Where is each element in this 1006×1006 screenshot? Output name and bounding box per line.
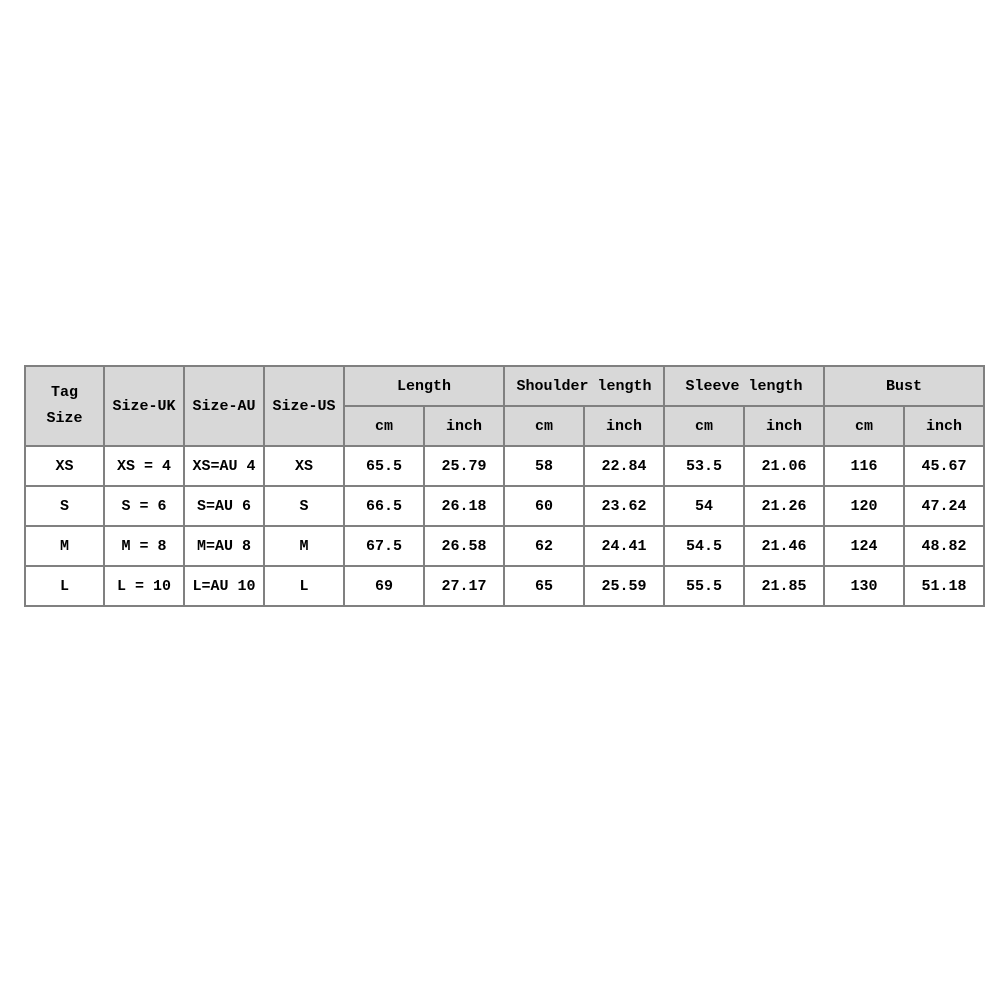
cell-size-au: S=AU 6: [183, 485, 265, 527]
size-chart-table: Tag Size Size-UK Size-AU Size-US Length …: [24, 365, 986, 607]
cell-length-inch: 26.18: [422, 485, 506, 527]
cell-tag-size: XS: [24, 445, 105, 487]
cell-size-au: XS=AU 4: [183, 445, 265, 487]
header-size-us: Size-US: [263, 365, 345, 447]
cell-bust-inch: 48.82: [903, 525, 986, 567]
cell-shoulder-length-cm: 62: [503, 525, 586, 567]
cell-size-us: S: [263, 485, 345, 527]
header-tag-size: Tag Size: [24, 365, 105, 447]
size-table-header: Tag Size Size-UK Size-AU Size-US Length …: [24, 365, 986, 447]
cell-sleeve-length-cm: 54: [663, 485, 746, 527]
cell-bust-inch: 47.24: [903, 485, 986, 527]
cell-size-uk: S = 6: [103, 485, 185, 527]
size-table-body: XS XS = 4 XS=AU 4 XS 65.5 25.79 58 22.84 53.5 21.…: [24, 445, 986, 607]
cell-bust-cm: 120: [823, 485, 906, 527]
cell-bust-inch: 51.18: [903, 565, 986, 607]
header-unit-shoulder-cm: cm: [503, 405, 586, 447]
header-unit-sleeve-cm: cm: [663, 405, 746, 447]
cell-shoulder-length-inch: 24.41: [583, 525, 666, 567]
header-unit-bust-cm: cm: [823, 405, 906, 447]
cell-sleeve-length-inch: 21.26: [743, 485, 826, 527]
cell-shoulder-length-inch: 22.84: [583, 445, 666, 487]
cell-shoulder-length-inch: 25.59: [583, 565, 666, 607]
cell-length-inch: 27.17: [422, 565, 506, 607]
header-group-length: Length: [342, 365, 506, 407]
cell-sleeve-length-cm: 54.5: [663, 525, 746, 567]
cell-bust-cm: 124: [823, 525, 906, 567]
header-group-bust: Bust: [823, 365, 986, 407]
header-unit-length-cm: cm: [343, 405, 425, 447]
cell-sleeve-length-cm: 55.5: [663, 565, 746, 607]
table-row: XS XS = 4 XS=AU 4 XS 65.5 25.79 58 22.84 53.5 21.…: [24, 445, 986, 487]
header-tag-size-line1: Tag: [50, 384, 78, 401]
header-unit-bust-inch: inch: [903, 405, 986, 447]
cell-length-cm: 69: [343, 565, 425, 607]
header-unit-shoulder-inch: inch: [583, 405, 666, 447]
cell-bust-inch: 45.67: [903, 445, 986, 487]
header-unit-length-inch: inch: [422, 405, 506, 447]
cell-bust-cm: 116: [823, 445, 906, 487]
cell-length-inch: 25.79: [422, 445, 506, 487]
cell-shoulder-length-inch: 23.62: [583, 485, 666, 527]
cell-shoulder-length-cm: 60: [503, 485, 586, 527]
cell-size-uk: XS = 4: [103, 445, 185, 487]
header-unit-sleeve-inch: inch: [743, 405, 826, 447]
cell-sleeve-length-inch: 21.46: [743, 525, 826, 567]
header-size-au: Size-AU: [183, 365, 265, 447]
header-size-uk: Size-UK: [103, 365, 185, 447]
header-group-sleeve-length: Sleeve length: [663, 365, 826, 407]
cell-size-us: M: [263, 525, 345, 567]
cell-size-us: L: [263, 565, 345, 607]
cell-size-uk: M = 8: [103, 525, 185, 567]
cell-length-cm: 65.5: [343, 445, 425, 487]
header-group-shoulder-length: Shoulder length: [503, 365, 666, 407]
cell-tag-size: L: [24, 565, 105, 607]
cell-size-au: M=AU 8: [183, 525, 265, 567]
cell-sleeve-length-inch: 21.85: [743, 565, 826, 607]
cell-tag-size: S: [24, 485, 105, 527]
cell-length-cm: 66.5: [343, 485, 425, 527]
cell-bust-cm: 130: [823, 565, 906, 607]
header-group-row: Tag Size Size-UK Size-AU Size-US Length …: [24, 365, 986, 447]
cell-shoulder-length-cm: 65: [503, 565, 586, 607]
cell-tag-size: M: [24, 525, 105, 567]
header-tag-size-line2: Size: [46, 410, 83, 427]
cell-length-inch: 26.58: [422, 525, 506, 567]
cell-size-au: L=AU 10: [183, 565, 265, 607]
cell-size-us: XS: [263, 445, 345, 487]
cell-size-uk: L = 10: [103, 565, 185, 607]
cell-sleeve-length-cm: 53.5: [663, 445, 746, 487]
cell-shoulder-length-cm: 58: [503, 445, 586, 487]
cell-sleeve-length-inch: 21.06: [743, 445, 826, 487]
header-units-row: cm inch cm inch cm inch cm inch: [25, 405, 986, 447]
cell-length-cm: 67.5: [343, 525, 425, 567]
